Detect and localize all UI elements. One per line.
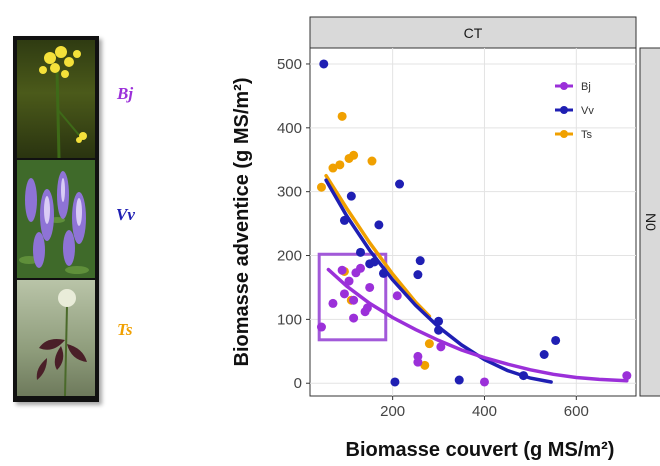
legend-label-bj: Bj — [581, 81, 591, 93]
point-ts — [349, 150, 359, 160]
point-bj — [339, 289, 349, 299]
point-vv — [374, 220, 384, 230]
point-vv — [454, 375, 464, 385]
point-bj — [349, 295, 359, 305]
species-photo-panel — [13, 36, 99, 402]
trend-line-bj — [326, 267, 629, 383]
point-bj — [356, 263, 366, 273]
x-axis-label: Biomasse couvert (g MS/m²) — [346, 439, 615, 461]
point-bj — [436, 342, 446, 352]
y-tick-label: 500 — [277, 56, 302, 73]
y-axis-label: Biomasse adventice (g MS/m²) — [231, 78, 253, 367]
y-tick-label: 400 — [277, 120, 302, 137]
species-label-ts: Ts — [117, 320, 133, 339]
highlight-rectangle — [317, 252, 388, 342]
data-points — [316, 59, 632, 387]
photo-trifolium — [17, 280, 95, 396]
point-bj — [622, 371, 632, 381]
point-vv — [346, 191, 356, 201]
point-bj — [316, 322, 326, 332]
y-tick-label: 100 — [277, 311, 302, 328]
y-axis-ticks: 0 100 200 300 400 500 — [277, 56, 310, 392]
species-label-vv: Vv — [116, 205, 135, 224]
point-vv — [356, 247, 366, 257]
point-vv — [369, 257, 379, 267]
x-tick-label: 600 — [564, 403, 589, 420]
point-ts — [367, 156, 377, 166]
yellow-flower-icon — [39, 46, 87, 158]
photo-vicia — [17, 160, 95, 278]
point-vv — [339, 215, 349, 225]
point-ts — [420, 360, 430, 370]
point-bj — [344, 276, 354, 286]
y-tick-label: 200 — [277, 248, 302, 265]
point-ts — [337, 111, 347, 121]
point-vv — [551, 335, 561, 345]
point-bj — [349, 313, 359, 323]
facet-strip-right — [639, 47, 660, 397]
point-ts — [424, 339, 434, 349]
point-ts — [316, 182, 326, 192]
point-vv — [378, 268, 388, 278]
legend-marker-vv — [560, 106, 568, 114]
point-vv — [539, 349, 549, 359]
point-bj — [365, 282, 375, 292]
point-bj — [479, 377, 489, 387]
purple-flower-icon — [19, 171, 89, 274]
point-bj — [392, 291, 402, 301]
point-vv — [519, 371, 529, 381]
point-vv — [415, 256, 425, 266]
point-bj — [328, 298, 338, 308]
point-bj — [413, 351, 423, 361]
highlight-box — [317, 252, 388, 342]
facet-label-top: CT — [464, 25, 483, 41]
legend-marker-ts — [560, 130, 568, 138]
grid-lines — [310, 48, 636, 396]
x-tick-label: 400 — [472, 403, 497, 420]
facet-label-right: N0 — [643, 213, 659, 231]
photo-brassica — [17, 40, 95, 158]
legend-marker-bj — [560, 82, 568, 90]
point-vv — [413, 270, 423, 280]
species-label-bj: Bj — [117, 84, 134, 103]
y-tick-label: 300 — [277, 184, 302, 201]
trend-line-ts — [324, 173, 432, 318]
point-ts — [328, 163, 338, 173]
x-tick-label: 200 — [380, 403, 405, 420]
x-axis-ticks: 200 400 600 — [380, 396, 589, 420]
legend-label-ts: Ts — [581, 129, 593, 141]
point-vv — [434, 316, 444, 326]
clover-icon — [36, 289, 87, 396]
legend: Bj Vv Ts — [555, 81, 594, 141]
y-tick-label: 0 — [294, 375, 302, 392]
legend-label-vv: Vv — [581, 105, 594, 117]
point-ts — [335, 160, 345, 170]
facet-strip-top — [309, 16, 637, 49]
point-vv — [395, 179, 405, 189]
point-vv — [434, 325, 444, 335]
point-vv — [390, 377, 400, 387]
point-bj — [362, 303, 372, 313]
plot-panel — [309, 47, 637, 397]
point-bj — [337, 265, 347, 275]
point-vv — [319, 59, 329, 69]
